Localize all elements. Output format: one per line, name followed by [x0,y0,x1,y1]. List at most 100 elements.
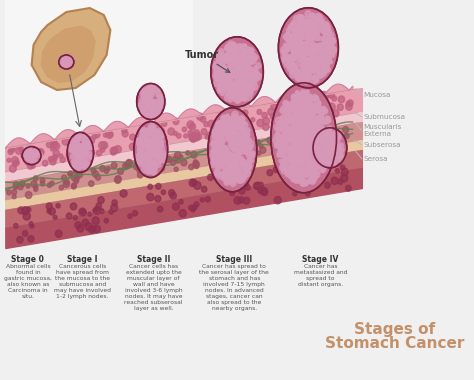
Circle shape [151,162,155,166]
Circle shape [321,150,328,157]
Circle shape [325,119,329,124]
Circle shape [314,132,320,138]
Circle shape [296,71,300,75]
Circle shape [333,130,338,136]
Circle shape [249,52,255,58]
Circle shape [306,103,310,107]
Circle shape [302,119,309,126]
Circle shape [288,117,291,121]
Circle shape [246,94,252,100]
Circle shape [317,107,321,111]
Circle shape [327,141,331,146]
Circle shape [168,190,175,196]
Circle shape [324,144,327,147]
Circle shape [225,72,231,79]
Circle shape [192,205,197,210]
Circle shape [283,55,289,62]
Circle shape [228,60,231,63]
Circle shape [74,162,78,166]
Circle shape [284,149,288,153]
Circle shape [218,154,224,161]
Circle shape [284,113,291,120]
Circle shape [322,139,327,144]
Circle shape [228,163,233,169]
Circle shape [295,147,299,151]
Circle shape [242,122,248,128]
Circle shape [64,57,68,62]
Circle shape [289,151,295,158]
Circle shape [221,116,226,121]
Circle shape [299,150,306,157]
Circle shape [240,178,245,183]
Circle shape [260,147,266,153]
Circle shape [148,144,154,151]
Circle shape [313,76,319,82]
Circle shape [294,166,299,171]
Circle shape [249,86,255,91]
Circle shape [224,169,230,176]
Circle shape [312,75,317,80]
Circle shape [240,67,246,73]
Circle shape [292,40,298,46]
Circle shape [242,81,245,85]
Circle shape [150,159,156,166]
Circle shape [15,147,22,154]
Circle shape [238,116,243,121]
Circle shape [226,168,230,171]
Circle shape [311,66,315,70]
Circle shape [246,63,249,67]
Circle shape [317,150,319,153]
Circle shape [193,160,198,165]
Circle shape [301,27,304,31]
Circle shape [329,136,333,140]
Circle shape [176,133,181,138]
Circle shape [324,30,328,34]
Circle shape [228,59,232,63]
Circle shape [275,148,281,154]
Circle shape [302,112,308,118]
Circle shape [282,152,285,156]
Circle shape [158,145,164,152]
Circle shape [316,48,319,52]
Circle shape [66,58,69,61]
Circle shape [157,150,162,155]
Circle shape [301,178,305,182]
Circle shape [333,158,336,162]
Circle shape [231,95,236,101]
Text: Stage I: Stage I [67,255,98,264]
Circle shape [142,154,146,159]
Circle shape [235,78,238,82]
Circle shape [322,167,326,171]
Circle shape [241,176,245,180]
Circle shape [220,77,224,81]
Circle shape [302,65,305,68]
Circle shape [279,118,286,125]
Circle shape [323,110,327,114]
Circle shape [290,55,296,62]
Circle shape [31,153,36,160]
Circle shape [323,51,327,54]
Circle shape [289,36,294,42]
Circle shape [159,100,162,103]
Circle shape [293,138,297,141]
Circle shape [235,83,238,87]
Circle shape [260,187,267,195]
Circle shape [281,46,287,53]
Circle shape [33,176,38,181]
Circle shape [295,45,300,50]
Circle shape [138,134,144,140]
Circle shape [236,71,240,75]
Circle shape [286,61,290,66]
Circle shape [307,127,313,133]
Circle shape [248,169,253,174]
Circle shape [161,151,166,156]
Circle shape [212,148,216,153]
Circle shape [313,128,316,131]
Circle shape [231,178,235,182]
Circle shape [82,136,89,142]
Circle shape [246,86,248,89]
Circle shape [81,209,86,215]
Circle shape [311,44,315,48]
Circle shape [315,149,320,154]
Circle shape [281,114,287,120]
